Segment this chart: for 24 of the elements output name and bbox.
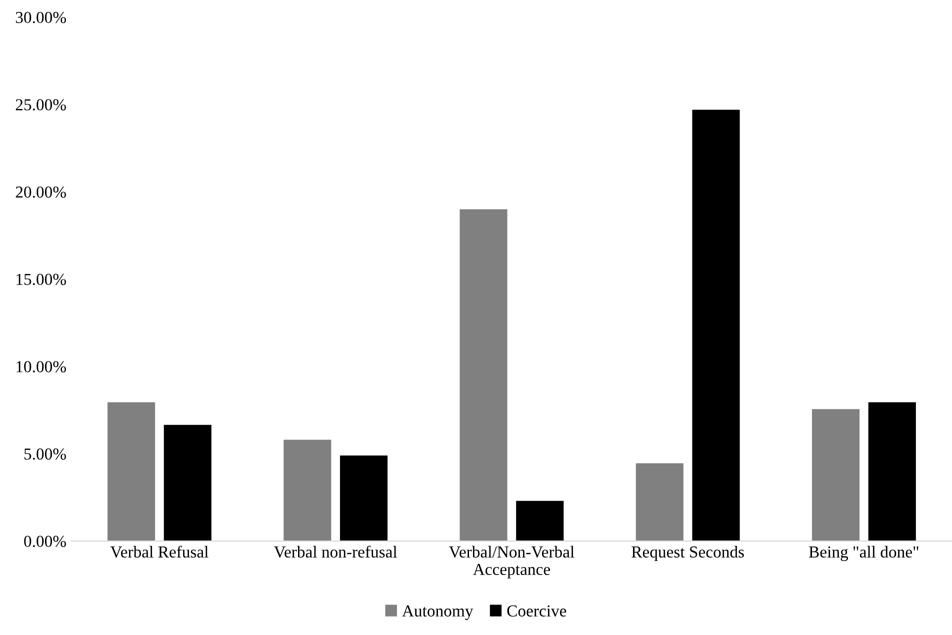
bar <box>460 209 508 542</box>
bar <box>812 409 860 542</box>
bar <box>108 402 156 542</box>
x-tick-label: Being "all done" <box>809 546 918 562</box>
bar <box>284 440 332 542</box>
bar <box>636 463 684 542</box>
legend-label: Autonomy <box>402 605 474 620</box>
bar <box>692 110 740 542</box>
bar <box>868 402 916 542</box>
legend-label: Coercive <box>507 605 566 617</box>
x-tick-label: Verbal/Non-Verbal Acceptance <box>448 546 574 578</box>
x-tick-label: Request Seconds <box>632 546 744 561</box>
y-tick-label: 5.00% <box>24 448 66 460</box>
y-tick-label: 30.00% <box>16 12 66 24</box>
y-tick-label: 15.00% <box>16 274 66 286</box>
y-tick-label: 10.00% <box>16 361 66 372</box>
bar <box>164 424 212 542</box>
y-tick-label: 25.00% <box>16 99 66 110</box>
y-tick-label: 20.00% <box>16 186 66 198</box>
y-tick-label: 0.00% <box>24 536 66 548</box>
bar <box>340 455 388 542</box>
bar <box>516 500 564 542</box>
x-tick-label: Verbal non-refusal <box>274 546 398 558</box>
x-tick-label: Verbal Refusal <box>110 546 208 558</box>
